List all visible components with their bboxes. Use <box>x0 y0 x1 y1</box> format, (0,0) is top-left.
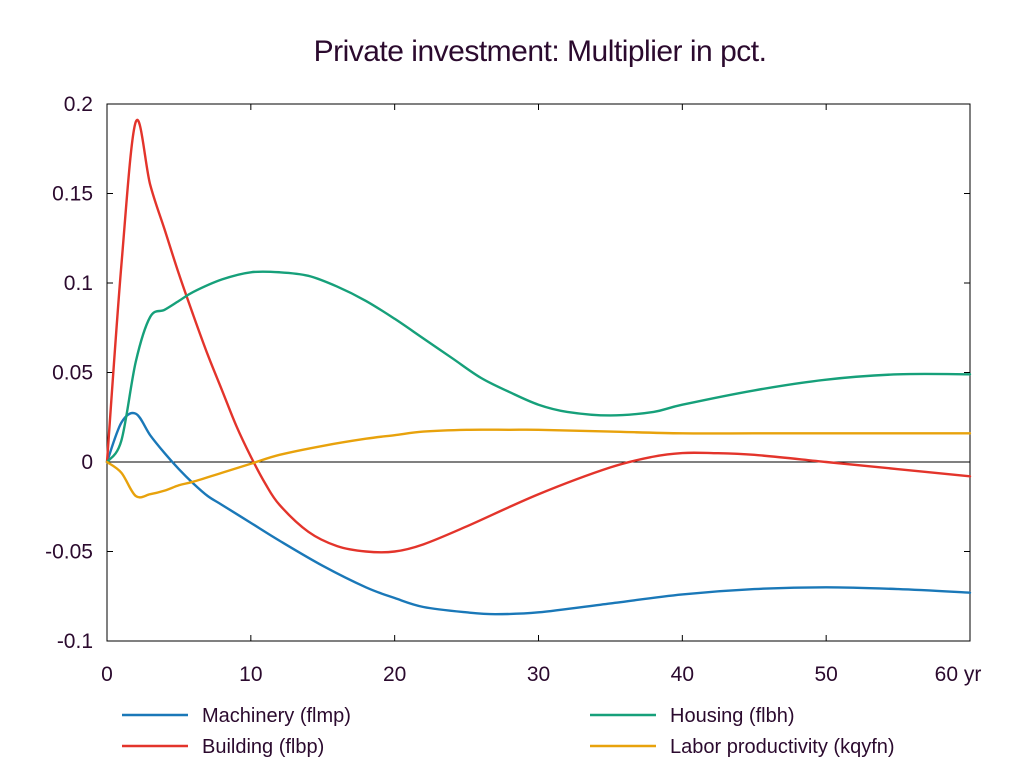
y-tick-label: -0.05 <box>45 541 93 564</box>
legend-label: Labor productivity (kqyfn) <box>670 736 895 758</box>
x-tick-label: 60 yr <box>935 663 982 686</box>
y-tick-label: -0.1 <box>57 630 93 653</box>
series-line-machinery-flmp <box>105 411 972 616</box>
x-tick-label: 40 <box>671 663 694 686</box>
plot-frame <box>106 103 971 642</box>
legend-label: Housing (flbh) <box>670 705 795 727</box>
series-line-labor-productivity-kqyfn <box>105 428 972 499</box>
series-line-housing-flbh <box>105 270 972 464</box>
legend-label: Building (flbp) <box>202 736 324 758</box>
y-tick-label: 0.1 <box>64 272 93 295</box>
chart-title: Private investment: Multiplier in pct. <box>314 35 767 68</box>
x-tick-label: 0 <box>101 663 113 686</box>
x-tick-label: 20 <box>383 663 406 686</box>
legend-entry-building-flbp: Building (flbp) <box>122 736 324 758</box>
y-tick-label: 0 <box>81 451 93 474</box>
x-tick-label: 30 <box>527 663 550 686</box>
legend: Machinery (flmp) Building (flbp) Housing (… <box>122 705 895 758</box>
x-tick-label: 10 <box>239 663 262 686</box>
x-axis-ticks: 0 10 20 30 40 50 60 yr <box>101 104 981 686</box>
plot-area <box>106 103 971 642</box>
y-tick-label: 0.05 <box>52 362 93 385</box>
y-axis-ticks: 0.2 0.15 0.1 0.05 0 -0.05 -0.1 <box>45 93 970 653</box>
y-tick-label: 0.15 <box>52 183 93 206</box>
legend-entry-machinery-flmp: Machinery (flmp) <box>122 705 351 727</box>
x-tick-label: 50 <box>814 663 837 686</box>
legend-label: Machinery (flmp) <box>202 705 351 727</box>
y-tick-label: 0.2 <box>64 93 93 116</box>
series-lines <box>105 118 972 616</box>
legend-entry-housing-flbh: Housing (flbh) <box>590 705 795 727</box>
series-line-building-flbp <box>105 118 972 554</box>
legend-entry-labor-productivity-kqyfn: Labor productivity (kqyfn) <box>590 736 895 758</box>
